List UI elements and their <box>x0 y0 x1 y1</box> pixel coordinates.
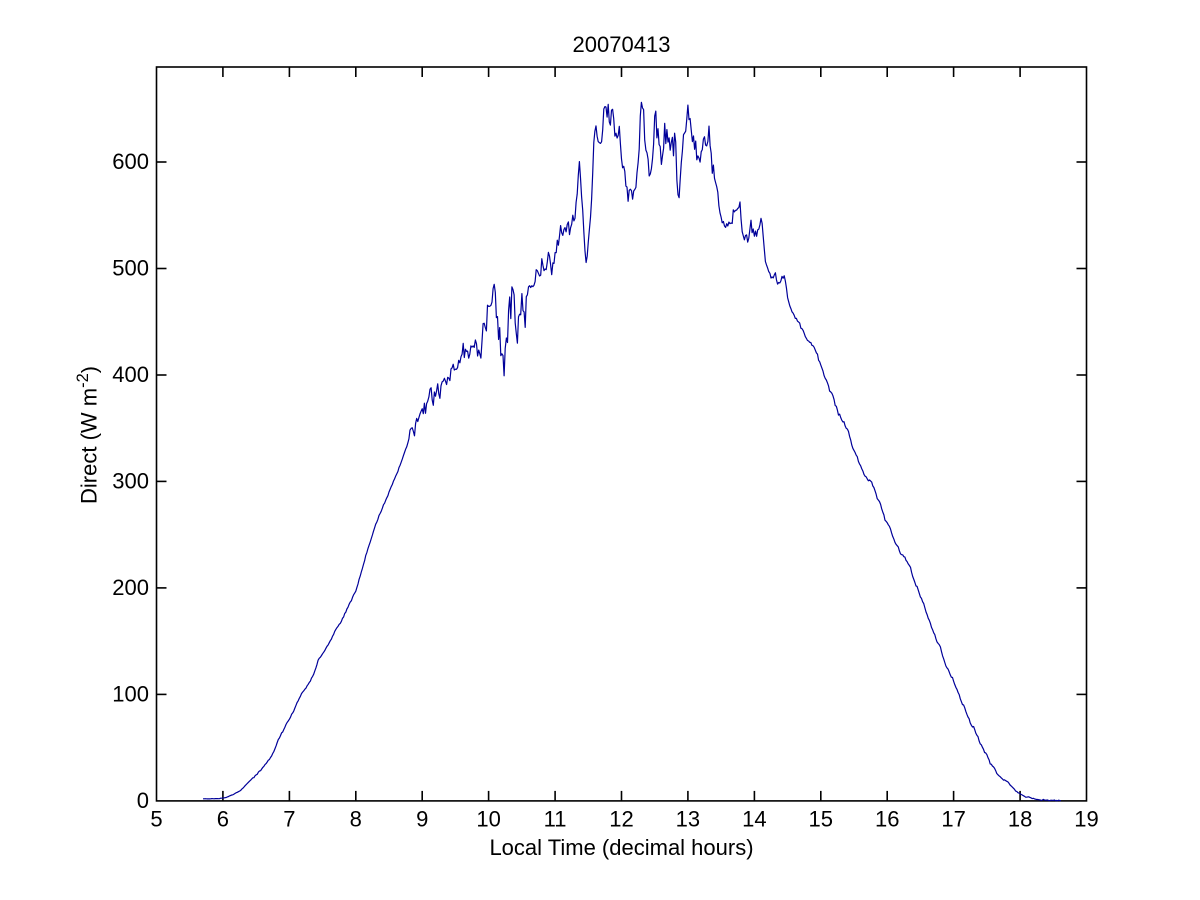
svg-text:Direct (W m-2): Direct (W m-2) <box>74 366 102 504</box>
svg-text:Local Time (decimal hours): Local Time (decimal hours) <box>489 835 753 860</box>
svg-text:13: 13 <box>676 807 700 832</box>
svg-text:600: 600 <box>112 149 149 174</box>
svg-text:18: 18 <box>1008 807 1032 832</box>
svg-text:10: 10 <box>476 807 500 832</box>
svg-text:20070413: 20070413 <box>573 32 671 57</box>
svg-text:6: 6 <box>217 807 229 832</box>
svg-text:100: 100 <box>112 682 149 707</box>
svg-text:17: 17 <box>941 807 965 832</box>
svg-text:5: 5 <box>150 807 162 832</box>
svg-text:8: 8 <box>350 807 362 832</box>
svg-text:11: 11 <box>544 807 567 832</box>
svg-text:14: 14 <box>742 807 766 832</box>
svg-text:0: 0 <box>137 788 149 813</box>
svg-text:15: 15 <box>809 807 833 832</box>
svg-text:16: 16 <box>875 807 899 832</box>
svg-text:12: 12 <box>609 807 633 832</box>
svg-text:9: 9 <box>416 807 428 832</box>
svg-text:19: 19 <box>1074 807 1098 832</box>
svg-text:400: 400 <box>112 362 149 387</box>
svg-text:200: 200 <box>112 575 149 600</box>
svg-text:500: 500 <box>112 256 149 281</box>
svg-text:300: 300 <box>112 469 149 494</box>
svg-text:7: 7 <box>283 807 295 832</box>
